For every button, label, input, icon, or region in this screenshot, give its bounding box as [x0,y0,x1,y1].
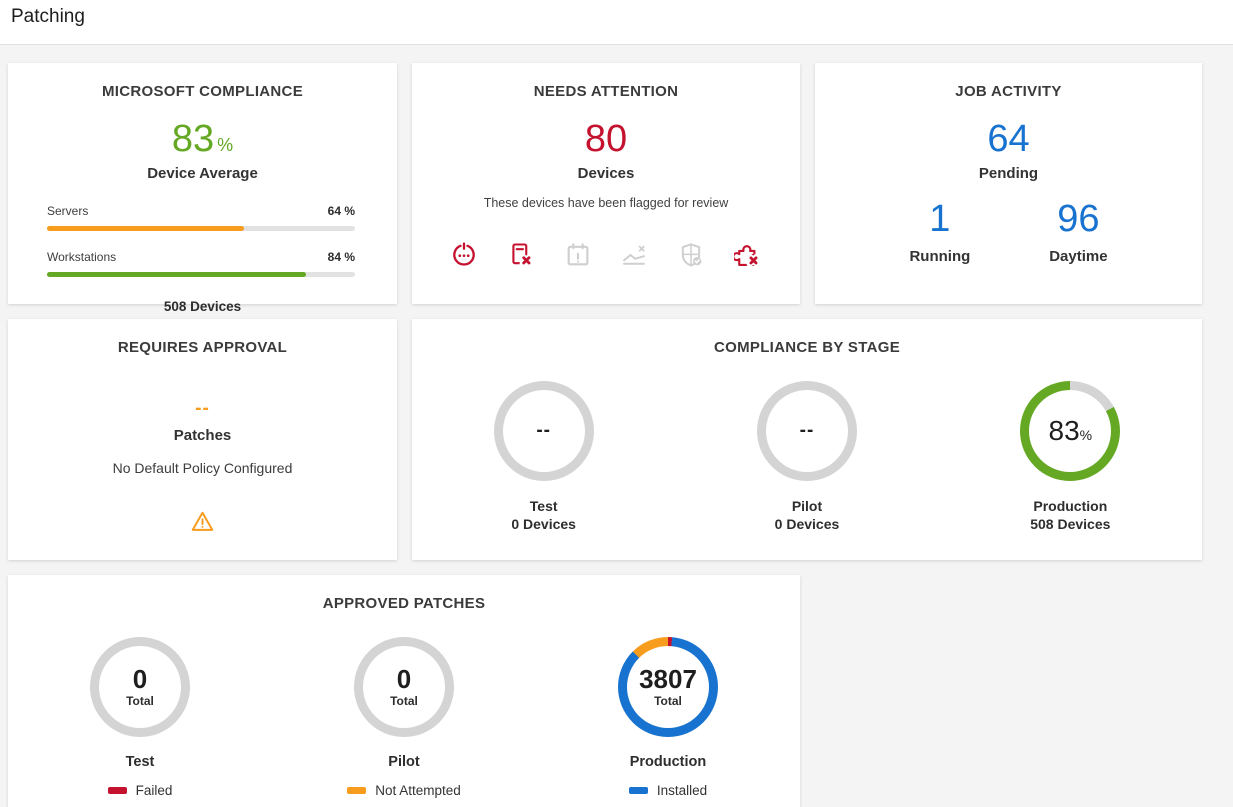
stage-name: Production [1033,498,1108,514]
production-patches-donut: 3807 Total [618,637,718,737]
stage-pilot[interactable]: -- Pilot 0 Devices [722,381,892,533]
workstations-bar-row: Workstations 84 % [47,250,355,277]
stage-name: Pilot [791,498,823,514]
servers-bar-fill [47,226,245,231]
stage-production[interactable]: 83% Production 508 Devices [985,381,1155,533]
requires-approval-card: REQUIRES APPROVAL -- Patches No Default … [8,319,397,560]
failed-legend-swatch [107,787,127,794]
failed-legend: Failed [55,783,225,798]
stage-donut-row: -- Test 0 Devices -- Pilot 0 Devices 83% [412,381,1202,533]
card-title: MICROSOFT COMPLIANCE [102,83,303,100]
production-compliance-value: 83% [1048,415,1093,446]
installed-legend-label: Installed [656,783,708,798]
stage-device-count: 508 Devices [1030,516,1111,532]
test-total-value: 0 [132,663,148,694]
stage-name: Test [529,498,558,514]
stage-name: Production [629,754,707,770]
failed-legend-label: Failed [135,783,173,798]
workstations-percent: 84 % [327,250,355,264]
pending-jobs-value: 64 [987,118,1030,160]
reboot-pending-icon[interactable] [450,241,478,269]
compliance-average-label: Device Average [147,165,258,182]
pending-jobs-label: Pending [978,165,1039,182]
card-title: COMPLIANCE BY STAGE [714,339,900,356]
not-attempted-legend: Not Attempted [319,783,489,798]
workstations-label: Workstations [47,250,117,264]
card-title: APPROVED PATCHES [322,595,486,612]
running-jobs-value: 1 [929,198,951,240]
warning-icon [8,509,397,539]
approved-test[interactable]: 0 Total Test Failed [55,637,225,798]
installed-legend-swatch [628,787,648,794]
compliance-by-stage-card: COMPLIANCE BY STAGE -- Test 0 Devices --… [412,319,1202,560]
compliance-bars: Servers 64 % Workstations 84 % [8,204,397,277]
pilot-total-value: 0 [396,663,412,694]
patch-missing-icon[interactable] [732,241,762,269]
production-total-value: 3807 [639,663,697,694]
needs-attention-description: These devices have been flagged for revi… [483,196,729,210]
installed-legend: Installed [583,783,753,798]
job-activity-secondary-row: 1 Running 96 Daytime [815,198,1202,265]
approved-patches-card: APPROVED PATCHES 0 Total Test Failed [8,575,800,807]
card-title: JOB ACTIVITY [955,83,1062,100]
workstations-bar-fill [47,272,306,277]
stage-name: Pilot [388,754,420,770]
daytime-jobs-value: 96 [1057,198,1100,240]
total-devices-label: 508 Devices [163,299,242,314]
stage-name: Test [125,754,155,770]
test-total-label: Total [126,694,154,709]
requires-approval-label: Patches [173,427,232,444]
security-status-icon[interactable] [677,241,705,269]
patch-failed-icon[interactable] [507,241,535,269]
servers-bar-track [47,226,355,231]
no-policy-message: No Default Policy Configured [112,460,293,476]
pilot-total-label: Total [390,694,418,709]
daytime-jobs-label: Daytime [1049,248,1108,265]
card-title: REQUIRES APPROVAL [117,339,288,356]
workstations-bar-track [47,272,355,277]
servers-bar-row: Servers 64 % [47,204,355,231]
test-compliance-donut: -- [493,381,594,481]
servers-percent: 64 % [327,204,355,218]
trend-declining-icon[interactable] [620,241,648,269]
test-compliance-value: -- [536,420,551,441]
production-total-label: Total [654,694,682,709]
pilot-compliance-donut: -- [756,381,857,481]
compliance-average-unit: % [217,135,234,155]
not-attempted-legend-swatch [347,787,367,794]
needs-attention-icon-row [412,241,800,269]
page-title: Patching [11,6,85,27]
production-compliance-donut: 83% [1020,381,1121,481]
schedule-missed-icon[interactable] [564,241,592,269]
running-jobs-label: Running [909,248,971,265]
dashboard-content: MICROSOFT COMPLIANCE 83% Device Average … [0,45,1233,807]
needs-attention-card: NEEDS ATTENTION 80 Devices These devices… [412,63,800,304]
stage-device-count: 0 Devices [511,516,576,532]
stage-test[interactable]: -- Test 0 Devices [459,381,629,533]
compliance-average: 83% [8,120,397,158]
needs-attention-value: 80 [584,118,628,160]
approved-pilot[interactable]: 0 Total Pilot Not Attempted [319,637,489,798]
running-jobs-block: 1 Running [909,198,970,265]
compliance-average-value: 83 [171,118,215,160]
servers-label: Servers [47,204,89,218]
stage-device-count: 0 Devices [774,516,840,532]
approved-production[interactable]: 3807 Total Production Installed [583,637,753,798]
requires-approval-value: -- [195,398,210,419]
daytime-jobs-block: 96 Daytime [1049,198,1107,265]
job-activity-card: JOB ACTIVITY 64 Pending 1 Running 96 Day… [815,63,1202,304]
microsoft-compliance-card: MICROSOFT COMPLIANCE 83% Device Average … [8,63,397,314]
test-patches-donut: 0 Total [90,637,190,737]
approved-donut-row: 0 Total Test Failed 0 Total [8,637,800,798]
needs-attention-label: Devices [577,165,635,182]
pilot-compliance-value: -- [799,420,815,441]
not-attempted-legend-label: Not Attempted [375,783,461,798]
card-title: NEEDS ATTENTION [533,83,679,100]
page-header: Patching [0,0,1233,45]
pilot-patches-donut: 0 Total [354,637,454,737]
